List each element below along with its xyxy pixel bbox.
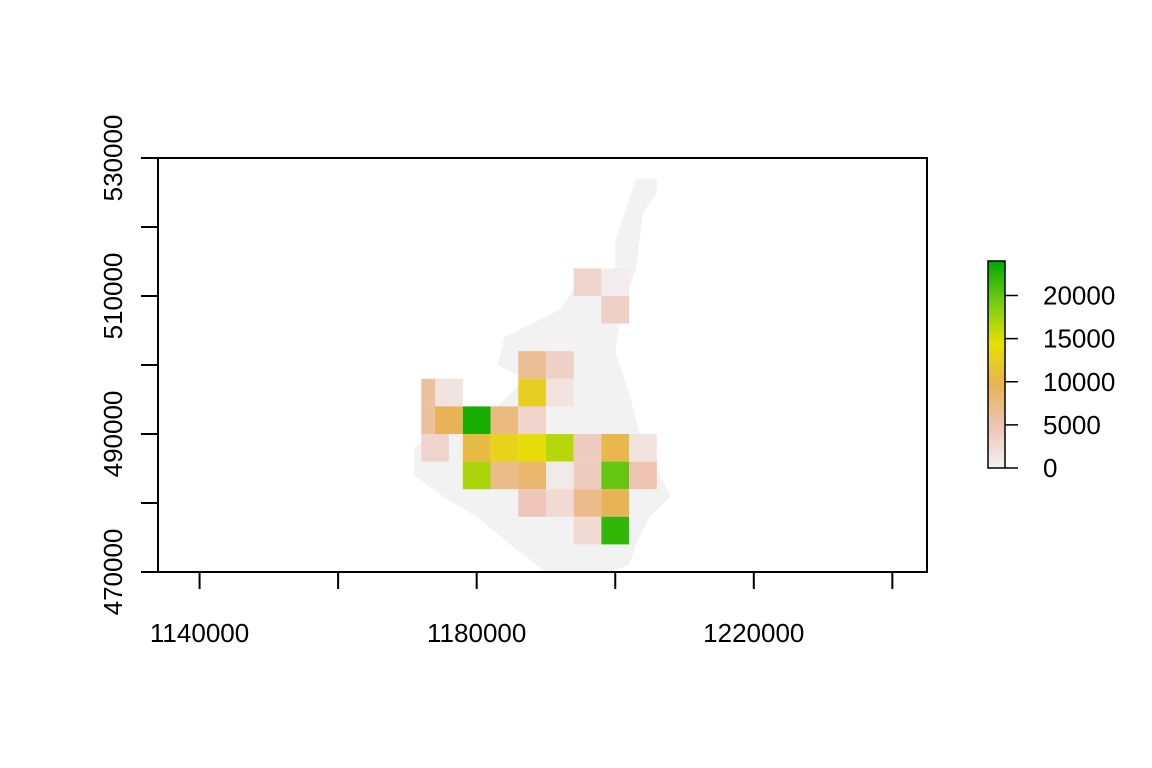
raster-cells — [421, 268, 657, 545]
raster-cell — [601, 434, 630, 462]
raster-cell — [462, 406, 491, 434]
x-tick-label: 1140000 — [150, 618, 249, 648]
raster-cell — [490, 406, 519, 434]
color-legend: 0 5000 10000 15000 20000 — [987, 260, 1115, 483]
raster-cell — [601, 489, 630, 517]
x-tick-label: 1220000 — [703, 618, 804, 648]
y-axis: 470000 490000 510000 530000 — [98, 115, 159, 616]
x-tick-label: 1180000 — [427, 618, 526, 648]
raster-cell — [545, 489, 574, 517]
y-tick-label: 490000 — [98, 391, 128, 478]
raster-cell — [462, 461, 491, 490]
raster-cell — [490, 461, 519, 490]
legend-tick-label: 15000 — [1043, 324, 1115, 354]
y-tick-label: 530000 — [98, 115, 128, 202]
raster-cell — [601, 296, 630, 324]
raster-cell — [490, 434, 519, 462]
raster-cell — [435, 406, 463, 434]
raster-cell — [518, 461, 546, 490]
y-tick-label: 470000 — [98, 529, 128, 616]
raster-cell — [518, 351, 546, 379]
raster-cell — [573, 461, 602, 490]
y-tick-label: 510000 — [98, 253, 128, 340]
raster-cell — [573, 268, 602, 296]
raster-cell — [573, 434, 602, 462]
raster-cell — [601, 516, 630, 545]
legend-colorbar — [987, 260, 1006, 469]
legend-tick-label: 10000 — [1043, 367, 1115, 397]
raster-cell — [601, 461, 630, 490]
raster-cell — [545, 351, 574, 379]
raster-cell — [601, 268, 630, 296]
raster-cell — [629, 434, 657, 462]
raster-cell — [518, 378, 546, 407]
legend-tick-label: 5000 — [1043, 410, 1101, 440]
plot-area — [414, 178, 671, 572]
raster-cell — [518, 406, 546, 434]
raster-cell — [462, 434, 491, 462]
raster-cell — [545, 378, 574, 407]
raster-cell — [545, 434, 574, 462]
legend-ticks: 0 5000 10000 15000 20000 — [1005, 281, 1115, 483]
raster-cell — [629, 461, 657, 490]
raster-cell — [518, 489, 546, 517]
raster-cell — [435, 378, 463, 407]
x-axis: 1140000 1180000 1220000 — [150, 571, 894, 648]
raster-cell — [573, 489, 602, 517]
raster-cell — [518, 434, 546, 462]
legend-tick-label: 20000 — [1043, 281, 1115, 311]
raster-cell — [421, 434, 449, 462]
legend-tick-label: 0 — [1043, 453, 1057, 483]
raster-cell — [573, 516, 602, 545]
raster-cell — [545, 461, 574, 490]
